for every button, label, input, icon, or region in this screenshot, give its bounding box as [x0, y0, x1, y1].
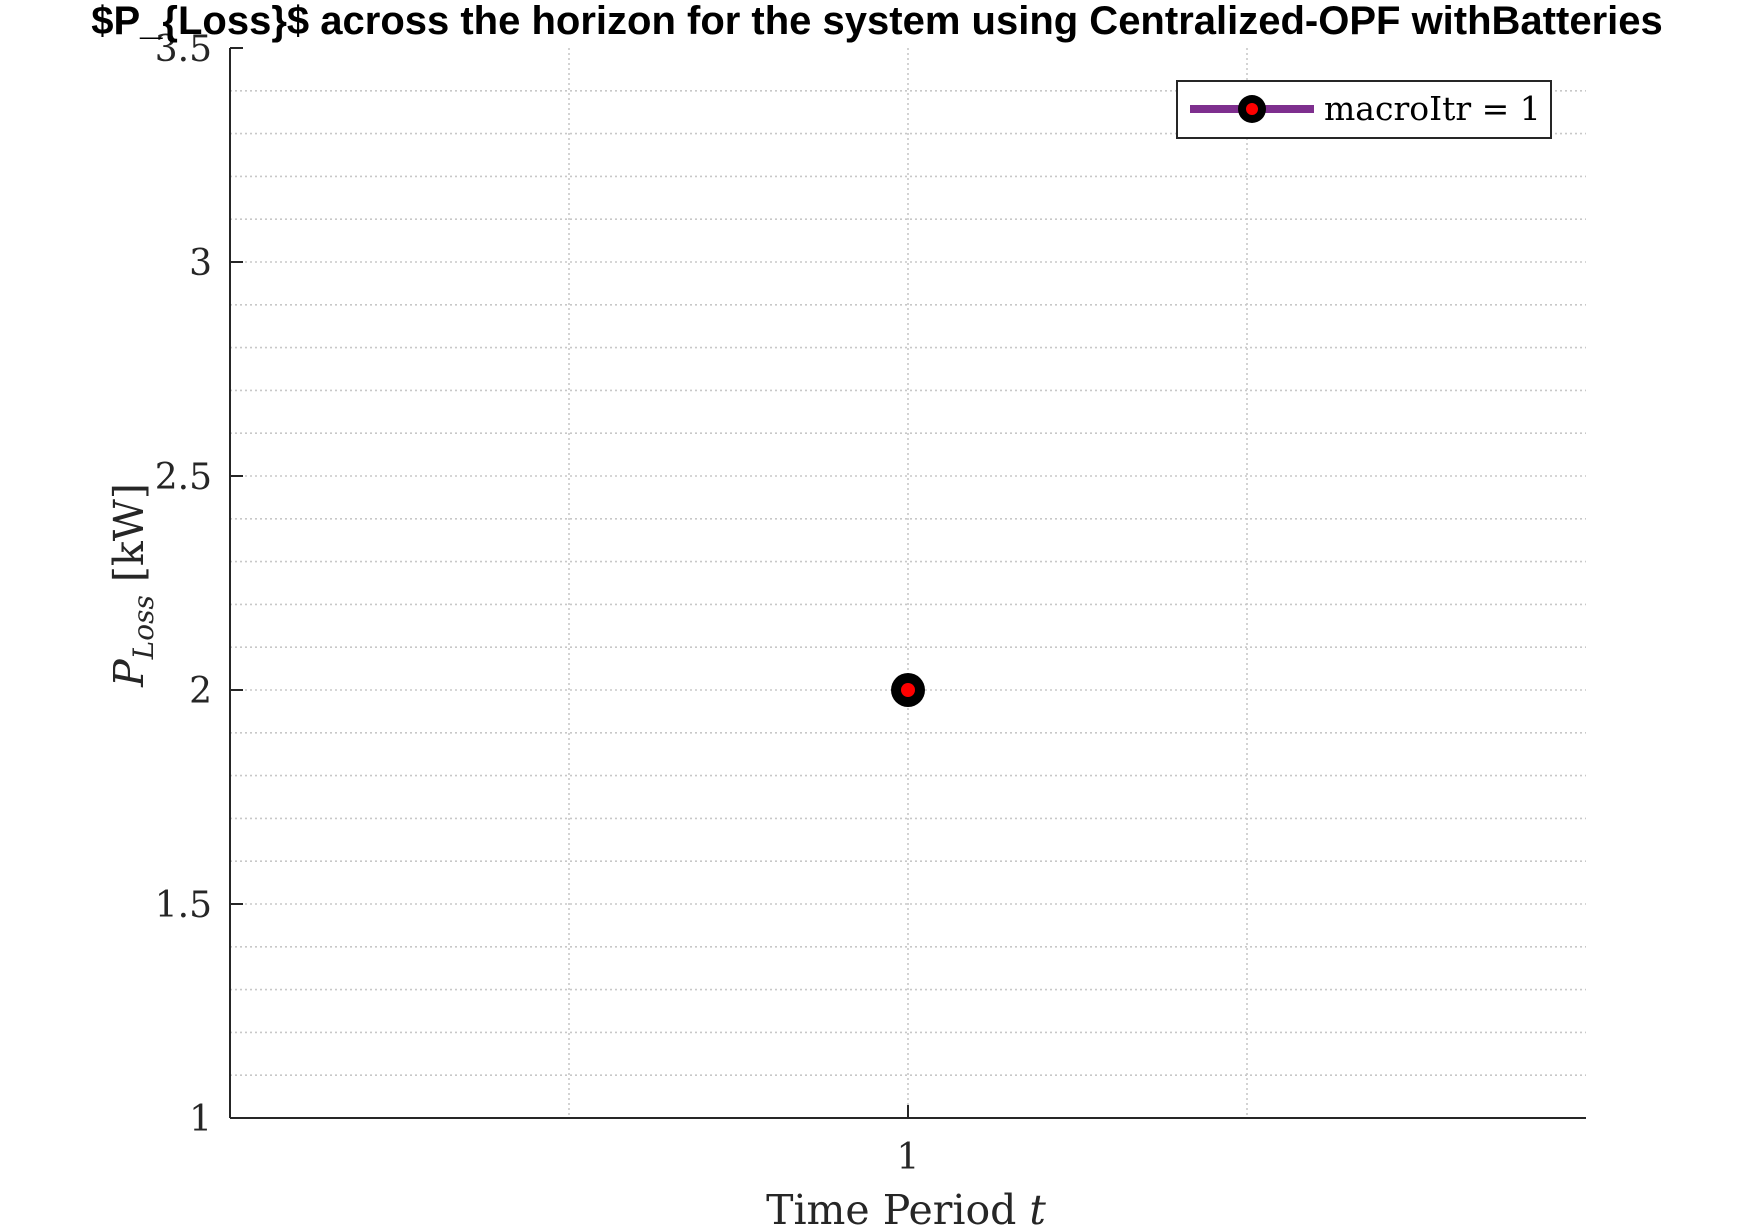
- y-tick-label: 2: [189, 671, 212, 712]
- y-tick-label: 3.5: [155, 29, 212, 70]
- chart-title: $P_{Loss}$ across the horizon for the sy…: [91, 0, 1663, 43]
- y-tick-label: 2.5: [155, 457, 212, 498]
- y-tick-label: 1.5: [155, 885, 212, 926]
- data-point-center: [901, 683, 915, 697]
- axes: [229, 47, 1586, 1119]
- grid: [230, 48, 1586, 1118]
- legend-marker-center: [1246, 103, 1258, 115]
- legend-entry-label: macroItr = 1: [1324, 89, 1541, 128]
- y-tick-label: 3: [189, 243, 212, 284]
- series-layer: [891, 673, 925, 707]
- y-axis-label: PLoss [kW]: [105, 483, 160, 688]
- tick-labels: 1 1.5 2 2.5 3 3.5 1: [155, 29, 920, 1178]
- x-tick-label: 1: [897, 1137, 920, 1178]
- legend: macroItr = 1: [1176, 80, 1552, 139]
- y-tick-label: 1: [189, 1099, 212, 1140]
- x-axis-label: Time Period t: [766, 1186, 1046, 1231]
